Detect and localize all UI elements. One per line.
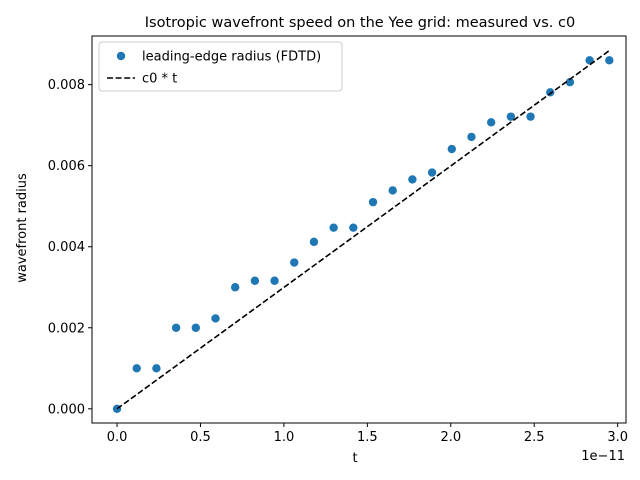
legend-label: c0 * t <box>142 72 177 87</box>
axes-frame <box>91 35 627 424</box>
x-tick-label: 3.0 <box>607 430 628 445</box>
data-point <box>349 223 358 232</box>
y-tick-label: 0.000 <box>48 402 85 417</box>
data-point <box>309 237 319 247</box>
x-tick-label: 2.5 <box>524 430 545 445</box>
y-axis: 0.000 0.002 0.004 0.006 0.008 <box>48 78 92 417</box>
x-axis: 0.0 0.5 1.0 1.5 2.0 2.5 3.0 <box>107 423 628 445</box>
data-point <box>230 283 240 292</box>
plot-area <box>91 35 627 424</box>
data-point <box>368 197 378 207</box>
data-point <box>171 323 181 332</box>
x-tick-label: 0.5 <box>190 430 211 445</box>
y-tick-label: 0.006 <box>48 159 85 174</box>
data-point <box>605 56 614 65</box>
data-point <box>329 223 338 232</box>
y-tick-label: 0.004 <box>48 240 85 255</box>
data-point <box>447 144 456 154</box>
legend: leading-edge radius (FDTD) c0 * t <box>98 41 343 92</box>
data-point <box>408 175 417 184</box>
data-point <box>506 112 516 121</box>
data-point <box>211 314 220 323</box>
data-point <box>526 112 535 121</box>
data-point <box>486 118 496 127</box>
data-point <box>388 186 397 195</box>
legend-marker-swatch <box>116 51 126 61</box>
data-point <box>132 364 141 373</box>
x-tick-label: 0.0 <box>107 430 128 445</box>
x-tick-label: 1.0 <box>274 430 295 445</box>
data-point <box>152 364 161 373</box>
legend-label: leading-edge radius (FDTD) <box>142 50 321 65</box>
x-axis-label: t <box>352 451 357 466</box>
x-axis-offset-text: 1e−11 <box>581 449 625 464</box>
series-line <box>116 49 610 410</box>
y-tick-label: 0.008 <box>48 78 85 93</box>
chart-title: Isotropic wavefront speed on the Yee gri… <box>145 15 575 31</box>
data-point <box>565 78 575 87</box>
data-point <box>250 276 260 285</box>
data-point <box>467 132 476 142</box>
data-point <box>270 276 279 285</box>
data-point <box>191 323 200 332</box>
x-tick-label: 1.5 <box>357 430 378 445</box>
x-tick-label: 2.0 <box>440 430 461 445</box>
y-tick-label: 0.002 <box>48 321 85 336</box>
data-point <box>290 258 299 267</box>
y-axis-label: wavefront radius <box>15 173 30 283</box>
legend-box <box>98 41 343 92</box>
data-point <box>427 168 437 177</box>
